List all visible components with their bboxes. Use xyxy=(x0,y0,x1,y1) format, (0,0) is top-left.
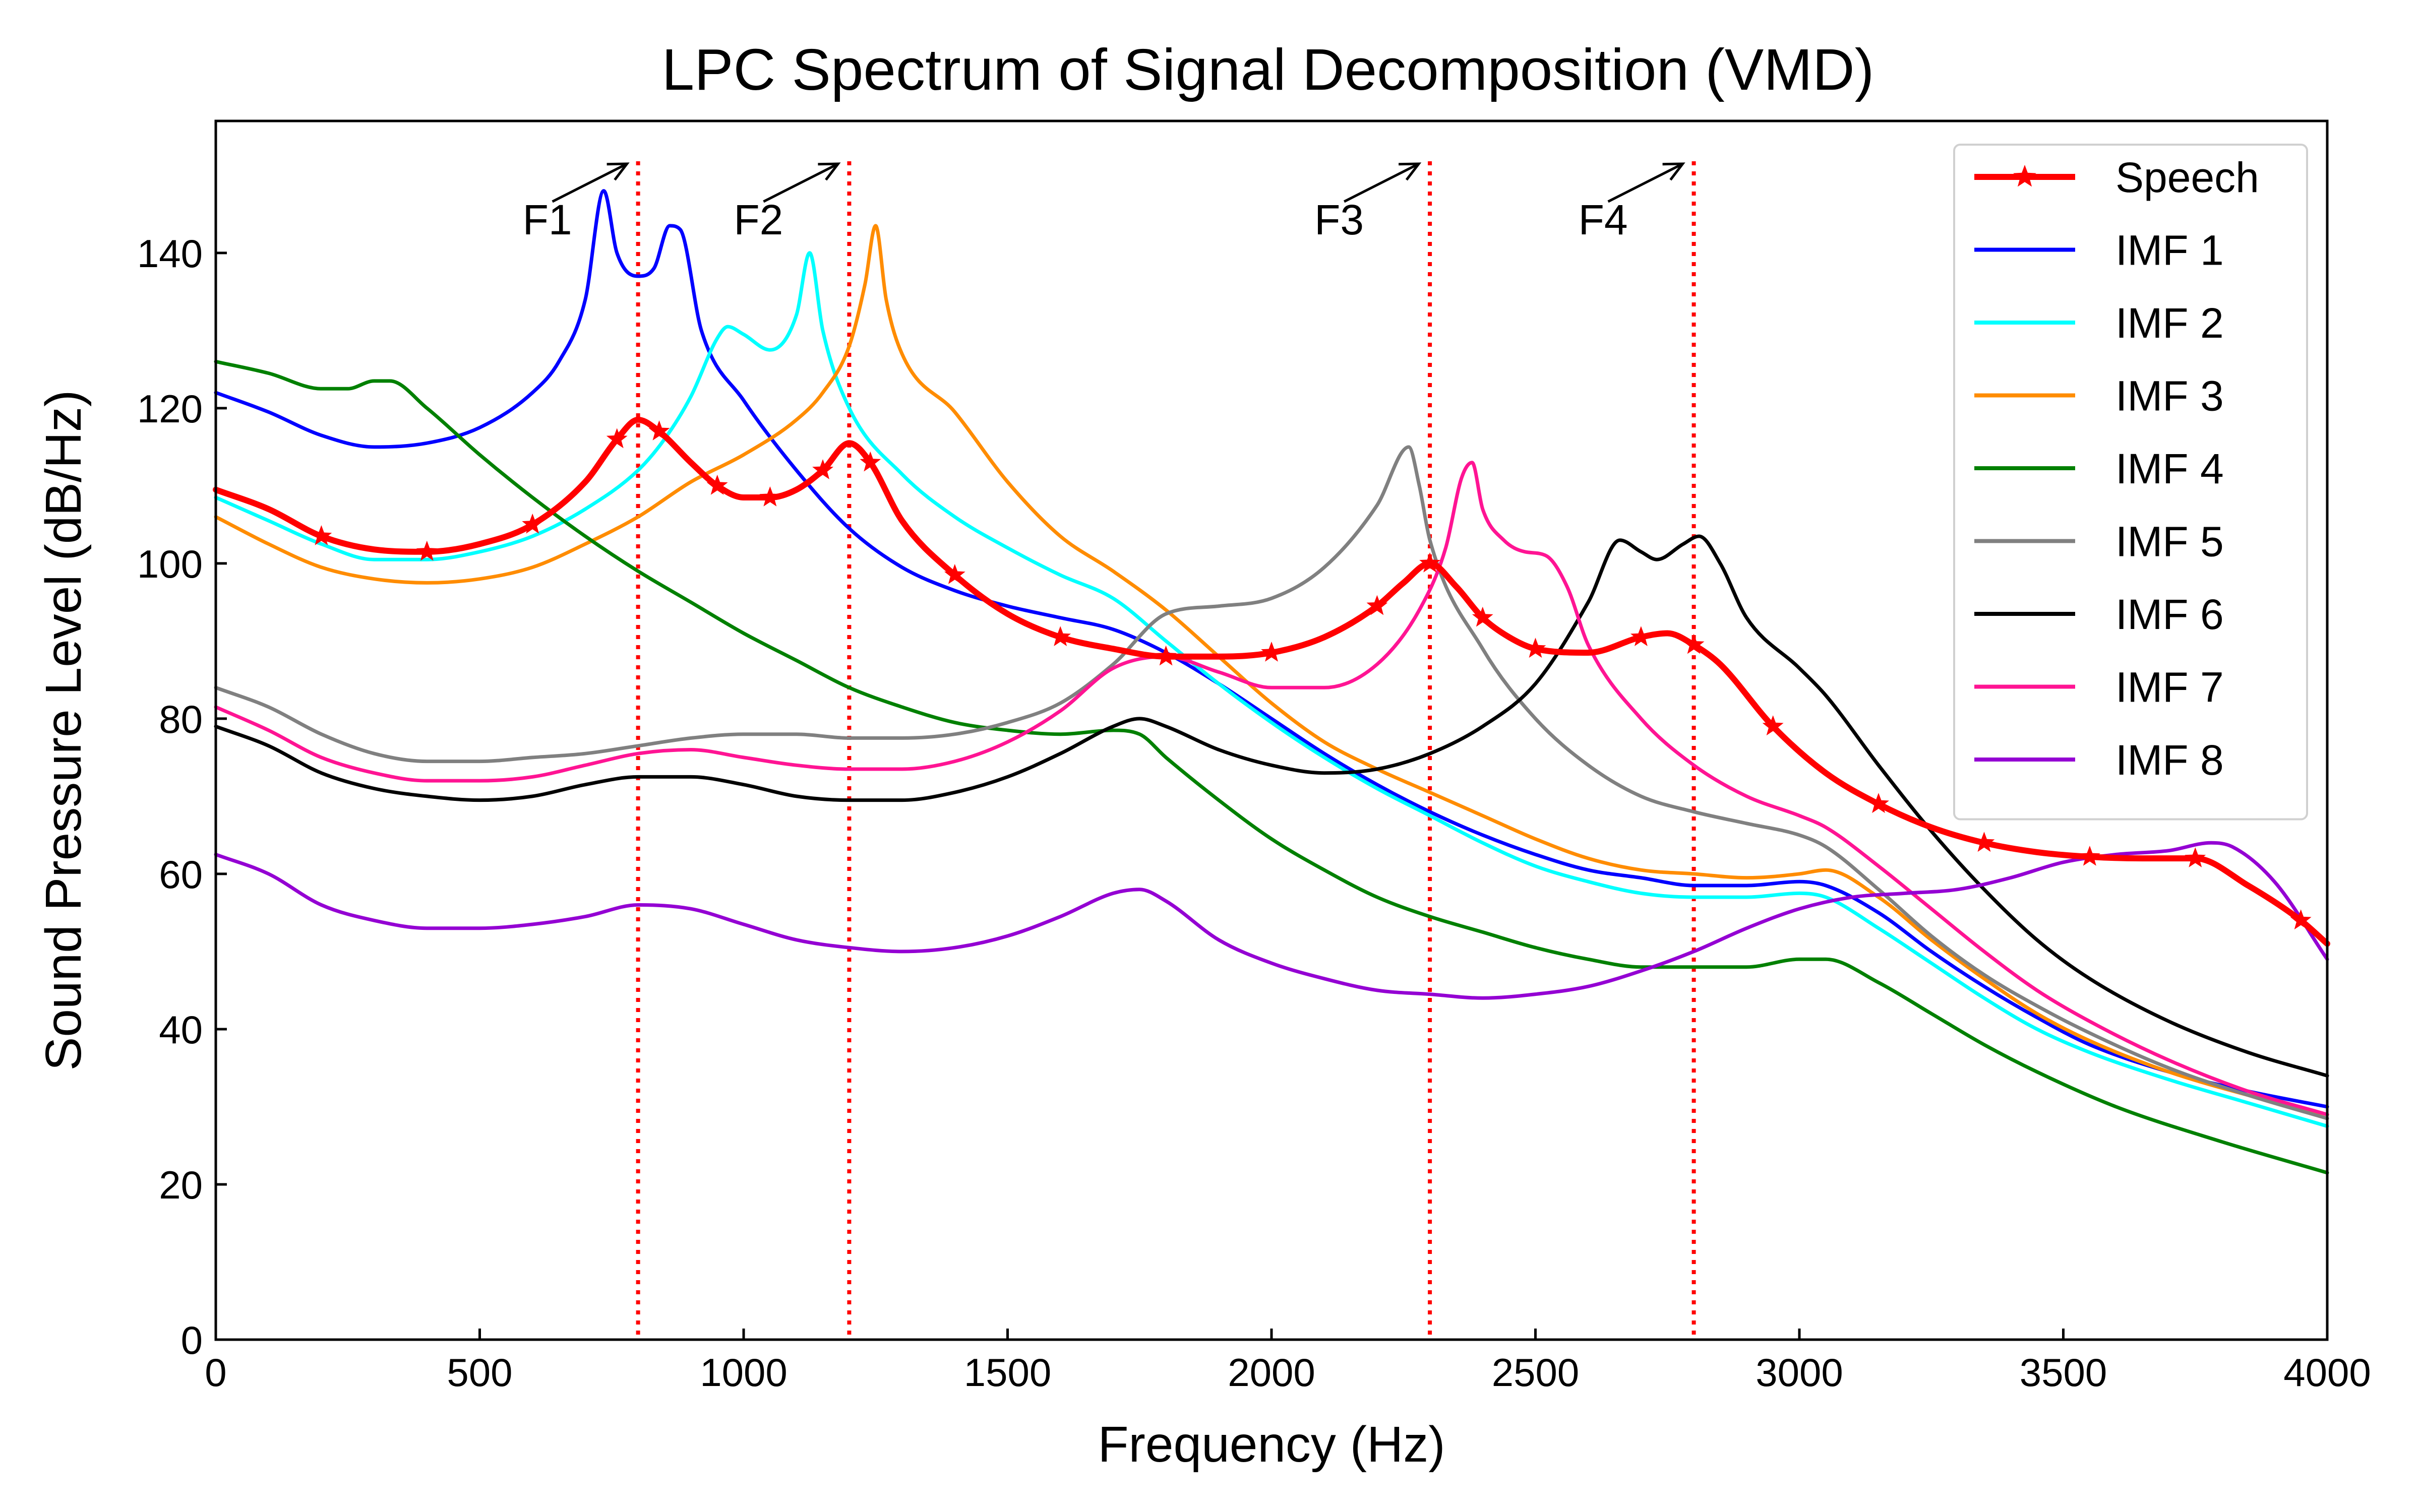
speech-star-marker xyxy=(1630,626,1652,646)
y-tick-label: 80 xyxy=(159,697,203,741)
speech-star-marker xyxy=(1525,638,1546,658)
y-tick-label: 60 xyxy=(159,852,203,897)
series-line-imf-7 xyxy=(214,461,2329,1116)
legend-label: IMF 6 xyxy=(2115,591,2224,638)
formant-label-f3: F3 xyxy=(1314,196,1364,243)
series-line-imf-3 xyxy=(214,224,2329,1116)
formant-label-f2: F2 xyxy=(734,196,783,243)
legend-star-marker xyxy=(2013,165,2036,187)
formant-arrow-f4 xyxy=(1607,162,1683,203)
y-tick-label: 140 xyxy=(137,231,203,276)
formant-annotations: F1 F2 F3 F4 xyxy=(523,162,1685,243)
speech-star-marker xyxy=(416,540,438,561)
speech-star-marker xyxy=(759,486,781,507)
x-tick-label: 3000 xyxy=(1756,1350,1843,1395)
formant-label-f1: F1 xyxy=(523,196,572,243)
speech-star-marker xyxy=(648,420,670,440)
formant-arrowhead xyxy=(1662,162,1685,181)
speech-star-marker xyxy=(860,451,881,472)
speech-star-marker xyxy=(1261,642,1282,662)
speech-star-marker xyxy=(2290,909,2312,930)
speech-star-marker xyxy=(1762,715,1784,736)
x-tick-label: 3500 xyxy=(2020,1350,2107,1395)
x-tick-label: 500 xyxy=(447,1350,512,1395)
y-tick-label: 20 xyxy=(159,1163,203,1207)
legend-label: IMF 7 xyxy=(2115,664,2224,711)
speech-star-marker xyxy=(1366,595,1388,615)
axis-ticks: 0 500 1000 1500 2000 2500 3000 3500 4000 0 20 40 60 8… xyxy=(137,231,2371,1395)
x-tick-label: 1500 xyxy=(964,1350,1052,1395)
formant-arrow-f3 xyxy=(1343,162,1420,203)
formant-arrowhead xyxy=(818,162,841,181)
speech-star-marker xyxy=(944,564,965,584)
legend-label: IMF 3 xyxy=(2115,372,2224,420)
speech-star-marker xyxy=(1472,606,1493,627)
legend: Speech IMF 1 IMF 2 IMF 3 IMF 4 IMF 5 IMF 6 IMF … xyxy=(1953,144,2308,821)
series-line-imf-1 xyxy=(214,189,2329,1109)
formant-arrowhead xyxy=(1399,162,1422,181)
speech-star-marker xyxy=(2079,846,2100,866)
legend-label: IMF 5 xyxy=(2115,518,2224,565)
x-axis-label: Frequency (Hz) xyxy=(1098,1416,1445,1473)
speech-star-marker xyxy=(1868,793,1889,813)
legend-item: IMF 2 xyxy=(1974,299,2224,347)
legend-item: IMF 8 xyxy=(1974,736,2224,784)
formant-arrow-f2 xyxy=(763,162,839,203)
series-line-imf-2 xyxy=(214,251,2329,1128)
legend-item: IMF 7 xyxy=(1974,664,2224,711)
y-tick-label: 100 xyxy=(137,542,203,586)
x-tick-label: 1000 xyxy=(700,1350,788,1395)
formant-arrowhead xyxy=(607,162,630,181)
series-line-imf-8 xyxy=(214,841,2329,1000)
speech-star-marker xyxy=(606,428,628,449)
speech-star-marker xyxy=(1419,552,1440,573)
x-tick-label: 2500 xyxy=(1492,1350,1580,1395)
legend-box xyxy=(1953,144,2308,821)
speech-star-marker xyxy=(1973,832,1995,852)
speech-star-marker xyxy=(1155,645,1177,666)
legend-label: Speech xyxy=(2115,154,2259,201)
plot-area xyxy=(213,161,2330,1340)
legend-item: IMF 1 xyxy=(1974,227,2224,274)
series-markers xyxy=(311,420,2312,930)
legend-label: IMF 1 xyxy=(2115,227,2224,274)
y-axis-label: Sound Pressure Level (dB/Hz) xyxy=(35,390,92,1071)
series-line-imf-5 xyxy=(214,445,2329,1120)
y-tick-label: 120 xyxy=(137,387,203,431)
speech-star-marker xyxy=(522,513,543,534)
x-tick-label: 2000 xyxy=(1228,1350,1315,1395)
legend-item: IMF 5 xyxy=(1974,518,2224,565)
legend-item: IMF 3 xyxy=(1974,372,2224,420)
chart-title: LPC Spectrum of Signal Decomposition (VM… xyxy=(662,37,1874,102)
speech-star-marker xyxy=(706,474,728,495)
legend-item: IMF 4 xyxy=(1974,445,2224,492)
speech-star-marker xyxy=(812,459,833,479)
formant-arrow-f1 xyxy=(552,162,628,203)
y-tick-label: 0 xyxy=(181,1318,203,1362)
series-line-imf-4 xyxy=(214,359,2329,1175)
legend-item: IMF 6 xyxy=(1974,591,2224,638)
speech-star-marker xyxy=(2185,847,2206,867)
speech-star-marker xyxy=(311,525,332,545)
legend-item: Speech xyxy=(1974,154,2259,201)
x-tick-label: 0 xyxy=(205,1350,226,1395)
formant-label-f4: F4 xyxy=(1579,196,1628,243)
legend-label: IMF 2 xyxy=(2115,299,2224,347)
series-line-imf-6 xyxy=(214,534,2329,1078)
speech-star-marker xyxy=(1050,626,1071,646)
speech-star-marker xyxy=(1683,634,1705,654)
y-tick-label: 40 xyxy=(159,1007,203,1052)
legend-label: IMF 8 xyxy=(2115,736,2224,784)
x-tick-label: 4000 xyxy=(2283,1350,2371,1395)
legend-label: IMF 4 xyxy=(2115,445,2224,492)
